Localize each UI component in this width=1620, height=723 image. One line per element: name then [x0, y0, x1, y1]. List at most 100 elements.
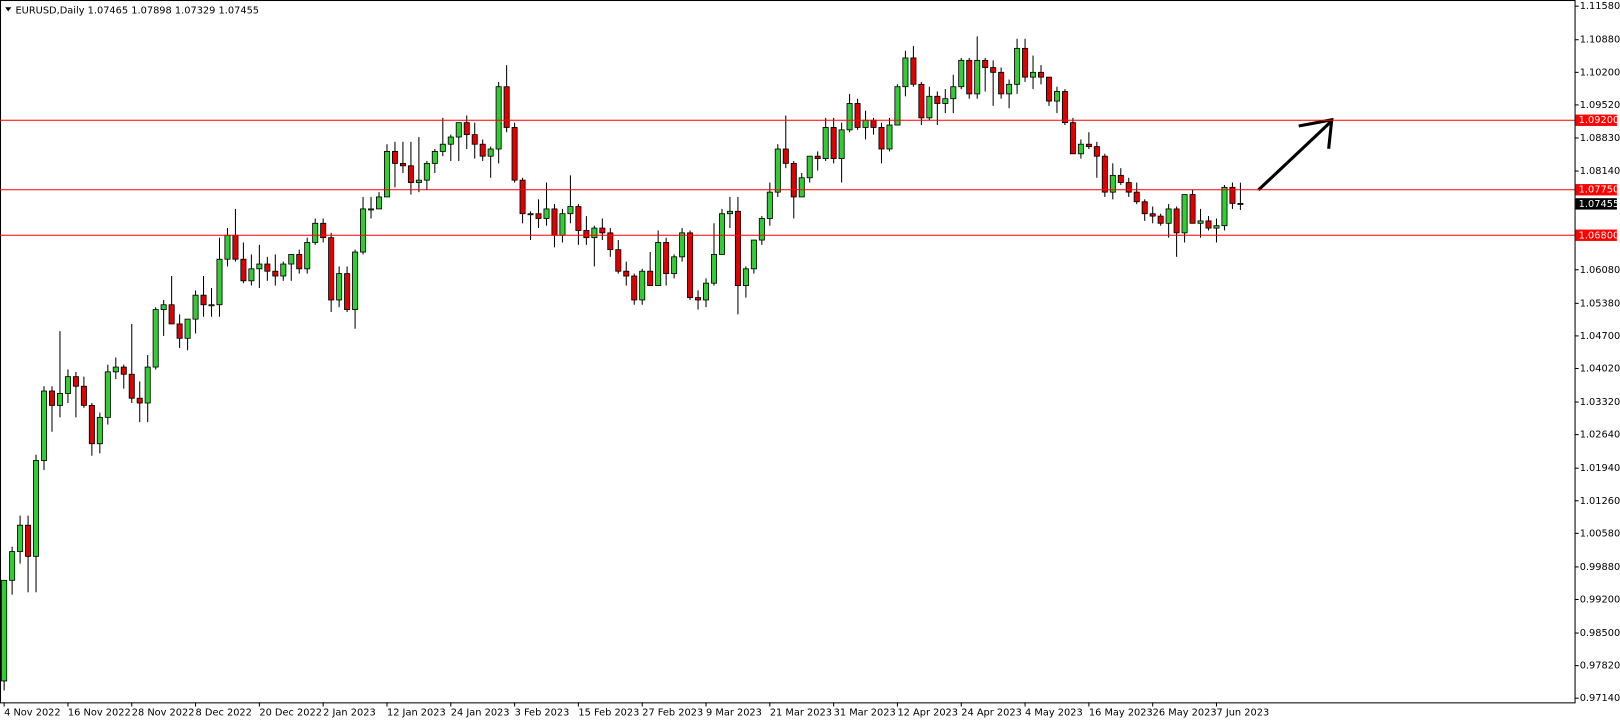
candle-body	[902, 57, 909, 88]
candle-body	[64, 376, 71, 394]
price-marker-box	[1575, 198, 1617, 210]
y-tick-label: 1.08830	[1580, 133, 1620, 144]
candle-body	[687, 232, 694, 298]
candle-body	[758, 218, 765, 241]
candle-body	[822, 127, 829, 160]
candle-body	[1157, 215, 1164, 224]
candle-body	[152, 309, 159, 368]
candle-body	[846, 103, 853, 131]
y-tick-label: 1.09520	[1580, 100, 1620, 111]
plot-frame	[0, 0, 1576, 704]
candle-body	[1149, 213, 1156, 217]
candle-body	[1006, 83, 1013, 95]
x-tick-label: 16 Nov 2022	[68, 708, 131, 719]
candle-body	[264, 263, 271, 272]
candle-body	[479, 143, 486, 157]
arrow-shaft	[1257, 120, 1332, 192]
candle-body	[950, 86, 957, 100]
candle-body	[72, 376, 79, 387]
candle-body	[543, 208, 550, 219]
level-label: 1.06800	[1579, 230, 1620, 241]
y-tick-label: 1.10200	[1580, 67, 1620, 78]
candle-body	[471, 134, 478, 145]
x-tick-label: 3 Feb 2023	[515, 708, 570, 719]
candle-body	[1085, 143, 1092, 148]
candle-body	[200, 294, 207, 306]
candle-body	[631, 275, 638, 301]
candle-body	[503, 86, 510, 128]
candle-body	[535, 213, 542, 219]
y-tick-label: 1.04700	[1580, 331, 1620, 342]
candle-body	[376, 196, 383, 210]
candle-body	[726, 210, 733, 215]
candle-body	[1077, 143, 1084, 155]
candle-body	[806, 155, 813, 179]
candle-body	[527, 213, 534, 216]
y-tick-label: 0.97140	[1580, 693, 1620, 704]
candle-body	[224, 234, 231, 260]
candle-body	[838, 129, 845, 160]
candle-body	[679, 232, 686, 258]
y-tick-label: 1.06080	[1580, 265, 1620, 276]
candle-body	[511, 127, 518, 181]
candle-body	[383, 150, 390, 198]
candle-body	[192, 294, 199, 320]
x-tick-label: 20 Dec 2022	[259, 708, 322, 719]
candle-body	[519, 179, 526, 215]
candle-body	[368, 208, 375, 211]
candle-body	[551, 208, 558, 236]
candle-body	[1, 579, 8, 682]
candle-body	[655, 242, 662, 287]
candle-body	[942, 98, 949, 104]
candle-body	[447, 136, 454, 145]
y-tick-label: 0.99880	[1580, 562, 1620, 573]
candle-body	[958, 59, 965, 88]
candle-body	[1109, 174, 1116, 193]
level-label-box	[1575, 114, 1617, 126]
candle-body	[639, 270, 646, 301]
candle-body	[455, 122, 462, 138]
candle-body	[1237, 202, 1244, 205]
candle-body	[575, 206, 582, 231]
candle-body	[336, 273, 343, 301]
candle-body	[854, 103, 861, 128]
x-tick-label: 28 Nov 2022	[132, 708, 195, 719]
candle-body	[695, 297, 702, 301]
candle-body	[328, 237, 335, 301]
candle-body	[1117, 174, 1124, 183]
candle-body	[208, 304, 215, 307]
candle-body	[463, 122, 470, 136]
x-tick-label: 12 Jan 2023	[387, 708, 446, 719]
symbol-menu-icon[interactable]	[5, 7, 12, 12]
candle-body	[272, 270, 279, 277]
candle-body	[647, 270, 654, 287]
candle-body	[280, 263, 287, 277]
x-tick-label: 12 Apr 2023	[897, 708, 958, 719]
candle-body	[399, 162, 406, 167]
candle-body	[1022, 47, 1029, 78]
y-tick-label: 1.05380	[1580, 298, 1620, 309]
x-tick-label: 24 Apr 2023	[961, 708, 1022, 719]
candle-body	[232, 234, 239, 260]
candle-body	[734, 210, 741, 287]
candle-body	[830, 127, 837, 160]
candle-body	[1030, 71, 1037, 78]
candle-body	[766, 191, 773, 219]
candle-body	[750, 239, 757, 270]
x-tick-label: 4 May 2023	[1025, 708, 1083, 719]
x-tick-label: 7 Jun 2023	[1216, 708, 1269, 719]
candle-body	[1165, 208, 1172, 224]
y-tick-label: 1.11580	[1580, 1, 1620, 12]
candle-body	[1213, 225, 1220, 229]
price-marker-label: 1.07455	[1579, 199, 1620, 210]
candle-body	[56, 393, 63, 406]
candle-body	[711, 254, 717, 284]
candle-body	[1061, 91, 1068, 124]
candle-body	[360, 208, 367, 253]
y-tick-label: 1.04020	[1580, 363, 1620, 374]
candle-body	[774, 148, 781, 193]
x-tick-label: 9 Mar 2023	[706, 708, 762, 719]
candle-body	[160, 304, 167, 310]
candle-body	[1229, 186, 1236, 204]
